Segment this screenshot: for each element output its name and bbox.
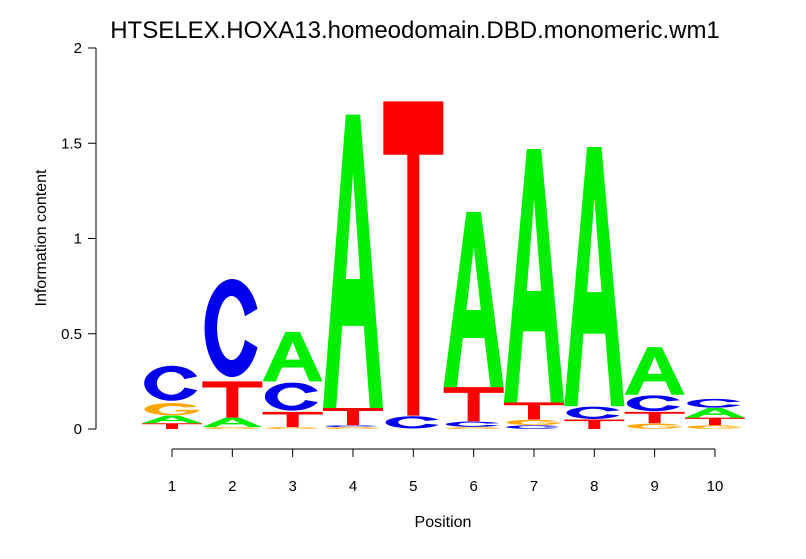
letter-C-pos-4 [325, 425, 379, 428]
y-axis: 0 0.5 1 1.5 2 Information content [33, 40, 97, 438]
letter-T-pos-1 [142, 423, 202, 429]
letter-A-pos-7 [503, 148, 564, 403]
letter-T-pos-3 [262, 411, 323, 428]
letter-G-pos-1 [144, 403, 200, 416]
letter-G-pos-7 [506, 419, 562, 426]
y-tick-label: 0 [74, 421, 82, 438]
letter-G-pos-6 [446, 427, 502, 429]
letter-C-pos-5 [385, 416, 439, 429]
x-tick-label: 9 [650, 478, 658, 495]
y-axis-label: Information content [33, 169, 50, 307]
letter-A-pos-6 [443, 211, 504, 388]
x-axis: 1 2 3 4 5 6 7 8 9 10 Position [168, 448, 723, 531]
x-tick-label: 4 [349, 478, 357, 495]
letter-A-pos-1 [142, 415, 202, 424]
letter-T-pos-10 [684, 417, 745, 426]
letter-G-pos-10 [687, 425, 743, 429]
letter-C-pos-7 [506, 425, 560, 429]
letter-A-pos-9 [624, 347, 685, 395]
letter-C-pos-6 [445, 421, 499, 427]
x-tick-label: 8 [590, 478, 598, 495]
x-tick-label: 6 [469, 478, 477, 495]
letter-C-pos-8 [566, 406, 620, 419]
letter-C-pos-9 [626, 395, 680, 412]
letter-T-pos-7 [503, 402, 564, 420]
x-axis-label: Position [415, 514, 472, 531]
letter-T-pos-8 [564, 419, 625, 429]
x-tick-label: 3 [288, 478, 296, 495]
letter-C-pos-1 [144, 365, 198, 401]
letter-T-pos-9 [624, 411, 685, 424]
letter-A-pos-10 [684, 408, 745, 418]
letter-C-pos-10 [687, 398, 741, 408]
y-tick-label: 1.5 [61, 135, 82, 152]
x-tick-label: 1 [168, 478, 176, 495]
letter-G-pos-2 [204, 427, 260, 429]
letter-A-pos-2 [202, 417, 263, 428]
y-tick-label: 1 [74, 231, 82, 248]
x-tick-label: 7 [530, 478, 538, 495]
letter-A-pos-3 [262, 331, 323, 382]
x-axis-ticks: 1 2 3 4 5 6 7 8 9 10 [168, 449, 723, 495]
letter-T-pos-2 [202, 381, 263, 418]
letter-A-pos-8 [564, 147, 625, 407]
x-tick-label: 2 [228, 478, 236, 495]
y-axis-ticks: 0 0.5 1 1.5 2 [61, 40, 96, 438]
y-tick-label: 2 [74, 40, 82, 57]
letter-G-pos-9 [627, 423, 683, 429]
letter-G-pos-3 [265, 427, 321, 429]
letter-G-pos-4 [325, 427, 381, 429]
logo-letter-stacks [142, 101, 745, 429]
letter-A-pos-4 [322, 114, 383, 409]
chart-title: HTSELEX.HOXA13.homeodomain.DBD.monomeric… [110, 17, 720, 44]
x-tick-label: 5 [409, 478, 417, 495]
y-tick-label: 0.5 [61, 326, 82, 343]
letter-T-pos-6 [443, 387, 504, 422]
letter-C-pos-2 [204, 278, 258, 378]
letter-T-pos-4 [322, 408, 383, 426]
letter-T-pos-5 [383, 101, 444, 416]
letter-C-pos-3 [264, 382, 318, 411]
x-tick-label: 10 [707, 478, 724, 495]
